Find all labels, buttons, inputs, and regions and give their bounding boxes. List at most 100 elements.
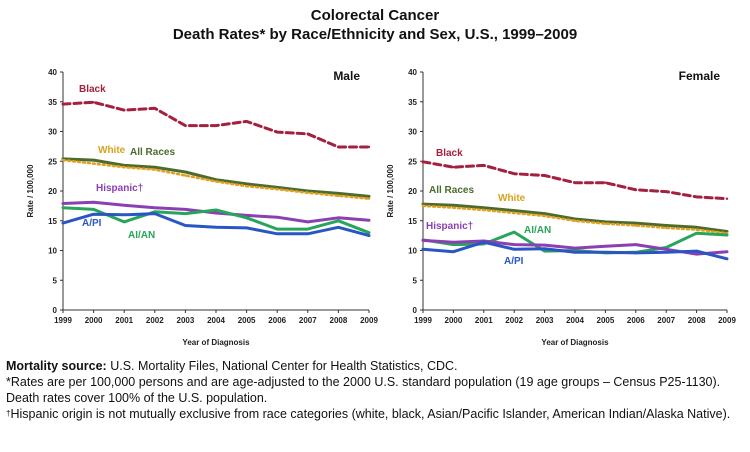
- chart-panel-female: 0 5 10 15 20 25 30 35 40 1999 2000 2001 2002 2003 2004…: [386, 68, 736, 347]
- y-tick-label: 10: [408, 247, 417, 256]
- data-point-ai-an: [214, 208, 218, 212]
- x-axis-title: Year of Diagnosis: [182, 338, 250, 347]
- data-point-a-pi: [543, 247, 546, 250]
- data-point-black: [214, 124, 218, 127]
- x-tick-label: 2007: [299, 316, 317, 325]
- data-point-hispanic: [665, 248, 668, 251]
- x-tick-label: 2004: [207, 316, 225, 325]
- chart-title-block: Colorectal Cancer Death Rates* by Race/E…: [0, 6, 750, 44]
- y-axis-title: Rate / 100,000: [386, 164, 395, 217]
- data-point-white: [513, 211, 516, 215]
- data-point-white: [421, 204, 425, 208]
- data-point-a-pi: [604, 251, 607, 254]
- y-axis-title: Rate / 100,000: [26, 164, 35, 217]
- x-tick-label: 1999: [414, 316, 432, 325]
- data-point-white: [214, 180, 218, 183]
- y-tick-label: 0: [413, 306, 418, 315]
- y-tick-label: 35: [408, 98, 417, 107]
- data-point-a-pi: [306, 232, 309, 236]
- y-tick-label: 25: [48, 157, 57, 166]
- y-tick-label: 15: [48, 217, 57, 226]
- data-point-ai-an: [92, 208, 95, 211]
- data-point-black: [184, 124, 187, 127]
- series-label-all-races: All Races: [130, 147, 175, 158]
- x-tick-label: 2003: [177, 316, 195, 325]
- data-point-a-pi: [92, 213, 95, 216]
- data-point-ai-an: [452, 243, 455, 246]
- data-point-hispanic: [61, 202, 65, 205]
- data-point-white: [634, 224, 637, 227]
- x-tick-label: 2008: [688, 316, 706, 325]
- data-point-ai-an: [184, 212, 187, 215]
- data-point-ai-an: [276, 227, 279, 231]
- series-label-black: Black: [79, 84, 106, 95]
- panel-label: Female: [679, 69, 721, 83]
- data-point-black: [153, 107, 156, 110]
- dagger-mark: †: [6, 409, 11, 418]
- y-tick-label: 15: [408, 217, 417, 226]
- data-point-black: [337, 145, 340, 149]
- data-point-black: [367, 145, 371, 149]
- source-text: U.S. Mortality Files, National Center fo…: [106, 359, 458, 373]
- y-tick-label: 10: [48, 247, 57, 256]
- x-tick-label: 2003: [536, 316, 554, 325]
- data-point-ai-an: [337, 219, 340, 222]
- x-tick-label: 2006: [627, 316, 645, 325]
- y-tick-label: 25: [408, 157, 417, 166]
- series-label-all-races: All Races: [429, 185, 474, 196]
- data-point-black: [92, 101, 95, 104]
- hispanic-note: †Hispanic origin is not mutually exclusi…: [6, 406, 746, 422]
- data-point-all-races: [245, 182, 248, 186]
- series-label-black: Black: [436, 148, 463, 159]
- data-point-a-pi: [153, 212, 156, 215]
- data-point-hispanic: [214, 211, 218, 215]
- data-point-white: [245, 185, 248, 188]
- data-point-hispanic: [513, 243, 516, 246]
- series-label-ai-an: AI/AN: [128, 230, 155, 241]
- data-point-white: [337, 194, 340, 197]
- data-point-hispanic: [92, 201, 95, 204]
- data-point-ai-an: [367, 231, 371, 234]
- data-point-white: [184, 174, 187, 177]
- x-tick-label: 2009: [360, 316, 378, 325]
- data-point-hispanic: [695, 252, 698, 256]
- data-point-hispanic: [367, 218, 371, 222]
- data-point-white: [123, 166, 126, 169]
- data-point-all-races: [452, 204, 455, 207]
- data-point-a-pi: [337, 226, 340, 229]
- x-tick-label: 2004: [566, 316, 584, 325]
- x-tick-label: 2002: [146, 316, 164, 325]
- data-point-black: [695, 195, 698, 199]
- data-point-hispanic: [123, 204, 126, 207]
- data-point-a-pi: [573, 251, 577, 254]
- data-point-all-races: [543, 212, 546, 215]
- data-point-hispanic: [604, 245, 607, 248]
- series-label-hispanic: Hispanic†: [426, 221, 473, 232]
- data-point-all-races: [214, 178, 218, 181]
- x-tick-label: 2005: [597, 316, 615, 325]
- data-point-all-races: [153, 166, 156, 169]
- data-point-all-races: [513, 209, 516, 212]
- data-point-black: [665, 190, 668, 193]
- data-point-a-pi: [367, 234, 371, 237]
- x-tick-label: 1999: [54, 316, 72, 325]
- x-tick-label: 2000: [445, 316, 463, 325]
- data-point-a-pi: [184, 224, 187, 227]
- x-axis-title: Year of Diagnosis: [541, 338, 609, 347]
- x-tick-label: 2002: [505, 316, 523, 325]
- series-label-white: White: [498, 193, 526, 204]
- data-point-all-races: [604, 220, 607, 224]
- series-label-hispanic: Hispanic†: [96, 183, 143, 194]
- data-point-ai-an: [695, 232, 698, 235]
- data-point-hispanic: [543, 243, 546, 247]
- x-tick-label: 2008: [330, 316, 348, 325]
- data-point-hispanic: [725, 250, 729, 253]
- data-point-all-races: [482, 206, 485, 209]
- data-point-black: [452, 166, 455, 169]
- data-point-black: [276, 130, 279, 134]
- data-point-all-races: [695, 226, 698, 229]
- y-tick-label: 40: [408, 68, 417, 77]
- data-point-a-pi: [452, 250, 455, 253]
- series-label-a-pi: A/PI: [504, 256, 524, 267]
